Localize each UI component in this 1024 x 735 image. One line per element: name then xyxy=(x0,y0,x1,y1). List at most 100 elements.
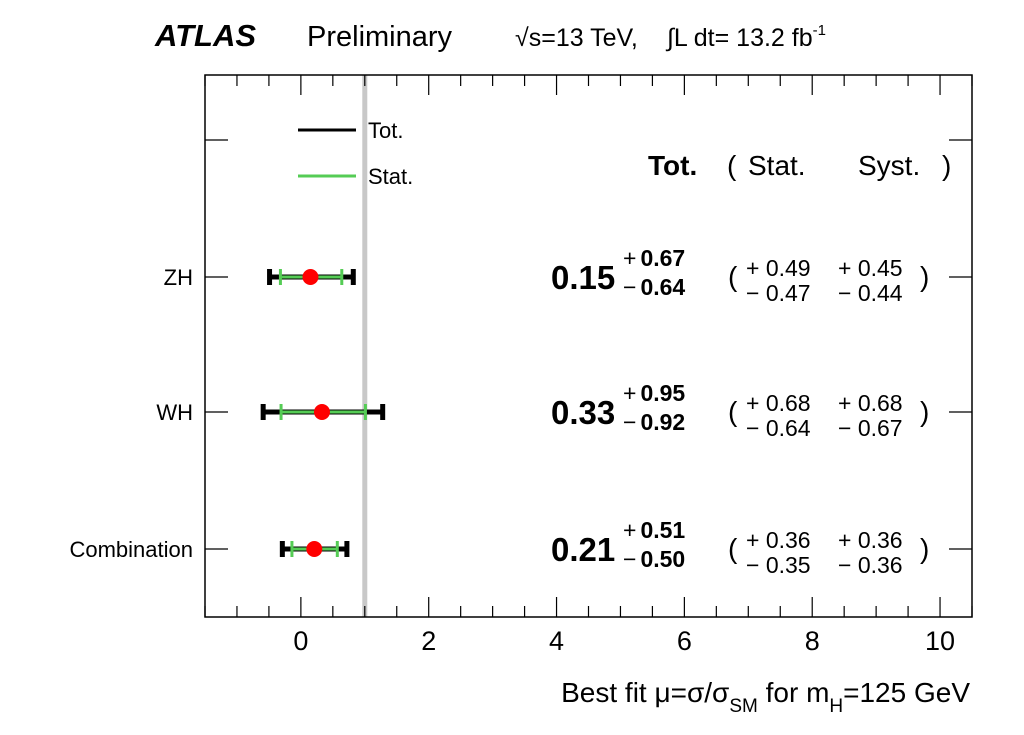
header-stat: Stat. xyxy=(748,150,806,181)
syst-up-value: 0.45 xyxy=(858,255,903,281)
row-label: ZH xyxy=(164,265,193,290)
stat-up-value: 0.49 xyxy=(766,255,811,281)
stat-dn: − 0.35 xyxy=(746,552,811,578)
header-syst: Syst. xyxy=(858,150,920,181)
minus-sign: − xyxy=(838,415,858,441)
column-headers: Tot. ( Stat. Syst. ) xyxy=(648,150,951,181)
close-paren: ) xyxy=(920,396,929,427)
open-paren: ( xyxy=(728,533,738,564)
tot-up: +0.95 xyxy=(623,380,685,406)
syst-up: + 0.68 xyxy=(838,390,903,416)
mu-value: 0.21 xyxy=(551,531,615,568)
syst-up: + 0.45 xyxy=(838,255,903,281)
axis-ticks xyxy=(204,75,973,617)
stat-up-value: 0.36 xyxy=(766,527,811,553)
plus-sign: + xyxy=(838,527,858,553)
legend-stat-label: Stat. xyxy=(368,164,413,189)
tot-up-value: 0.95 xyxy=(640,380,685,406)
stat-dn: − 0.64 xyxy=(746,415,811,441)
mu-value: 0.15 xyxy=(551,259,615,296)
minus-sign: − xyxy=(746,552,766,578)
plus-sign: + xyxy=(838,255,858,281)
minus-sign: − xyxy=(623,546,636,572)
tot-up: +0.67 xyxy=(623,245,685,271)
header-tot: Tot. xyxy=(648,150,697,181)
xlabel-end: =125 GeV xyxy=(843,677,970,708)
tot-dn-value: 0.92 xyxy=(640,409,685,435)
minus-sign: − xyxy=(746,415,766,441)
x-tick-label: 8 xyxy=(805,626,820,656)
tot-dn-value: 0.64 xyxy=(640,274,685,300)
plus-sign: + xyxy=(623,517,636,543)
close-paren: ) xyxy=(920,261,929,292)
syst-up-value: 0.36 xyxy=(858,527,903,553)
row-combination: Combination 0.21+ 0.51− 0.50()+ 0.36− 0.35+… xyxy=(69,517,929,578)
plus-sign: + xyxy=(746,527,766,553)
syst-dn: − 0.44 xyxy=(838,280,903,306)
legend: Tot. Stat. xyxy=(298,118,413,189)
syst-dn-value: 0.67 xyxy=(858,415,903,441)
plus-sign: + xyxy=(623,380,636,406)
atlas-label: ATLAS xyxy=(154,18,256,53)
tot-dn-value: 0.50 xyxy=(640,546,685,572)
syst-up: + 0.36 xyxy=(838,527,903,553)
minus-sign: − xyxy=(623,274,636,300)
syst-dn-value: 0.36 xyxy=(858,552,903,578)
x-axis-label: Best fit μ=σ/σSM for mH=125 GeV xyxy=(561,677,970,717)
xlabel-sub-h: H xyxy=(829,696,843,717)
lumi-label: ∫L dt= 13.2 fb-1 xyxy=(665,22,826,52)
open-paren: ( xyxy=(728,261,738,292)
x-tick-label: 10 xyxy=(925,626,955,656)
mu-value: 0.33 xyxy=(551,394,615,431)
stat-up: + 0.49 xyxy=(746,255,811,281)
tot-up: +0.51 xyxy=(623,517,685,543)
header: ATLAS Preliminary √s=13 TeV, ∫L dt= 13.2… xyxy=(154,18,826,53)
minus-sign: − xyxy=(838,552,858,578)
stat-dn-value: 0.35 xyxy=(766,552,811,578)
tot-dn: −0.92 xyxy=(623,409,685,435)
row-zh: ZH 0.15+ 0.67− 0.64()+ 0.49− 0.47+ 0.45− 0.… xyxy=(164,245,930,306)
minus-sign: − xyxy=(746,280,766,306)
best-fit-point xyxy=(302,269,319,285)
preliminary-label: Preliminary xyxy=(307,21,453,53)
header-open-paren: ( xyxy=(727,150,737,181)
x-tick-label: 0 xyxy=(293,626,308,656)
lumi-text: ∫L dt= 13.2 fb xyxy=(665,24,813,52)
row-label: Combination xyxy=(69,537,193,562)
minus-sign: − xyxy=(838,280,858,306)
syst-dn-value: 0.44 xyxy=(858,280,903,306)
x-tick-labels: 0 2 4 6 8 10 xyxy=(293,626,955,656)
tot-dn: −0.50 xyxy=(623,546,685,572)
energy-label: √s=13 TeV, xyxy=(515,24,638,52)
tot-up-value: 0.51 xyxy=(640,517,685,543)
legend-tot-label: Tot. xyxy=(368,118,403,143)
best-fit-point xyxy=(306,541,323,557)
tot-dn: −0.64 xyxy=(623,274,685,300)
tot-up-value: 0.67 xyxy=(640,245,685,271)
stat-dn: − 0.47 xyxy=(746,280,811,306)
lumi-exponent: -1 xyxy=(813,22,826,39)
row-label: WH xyxy=(156,400,193,425)
plus-sign: + xyxy=(746,390,766,416)
stat-dn-value: 0.64 xyxy=(766,415,811,441)
plus-sign: + xyxy=(623,245,636,271)
xlabel-main: Best fit μ=σ/σ xyxy=(561,677,729,708)
header-close-paren: ) xyxy=(942,150,951,181)
stat-up-value: 0.68 xyxy=(766,390,811,416)
stat-up: + 0.68 xyxy=(746,390,811,416)
x-tick-label: 4 xyxy=(549,626,564,656)
stat-dn-value: 0.47 xyxy=(766,280,811,306)
plus-sign: + xyxy=(838,390,858,416)
close-paren: ) xyxy=(920,533,929,564)
syst-up-value: 0.68 xyxy=(858,390,903,416)
open-paren: ( xyxy=(728,396,738,427)
syst-dn: − 0.67 xyxy=(838,415,903,441)
x-tick-label: 2 xyxy=(421,626,436,656)
row-wh: WH 0.33+ 0.95− 0.92()+ 0.68− 0.64+ 0.68− 0.… xyxy=(156,380,929,441)
plus-sign: + xyxy=(746,255,766,281)
x-tick-label: 6 xyxy=(677,626,692,656)
xlabel-mid: for m xyxy=(758,677,830,708)
best-fit-point xyxy=(313,404,330,420)
minus-sign: − xyxy=(623,409,636,435)
